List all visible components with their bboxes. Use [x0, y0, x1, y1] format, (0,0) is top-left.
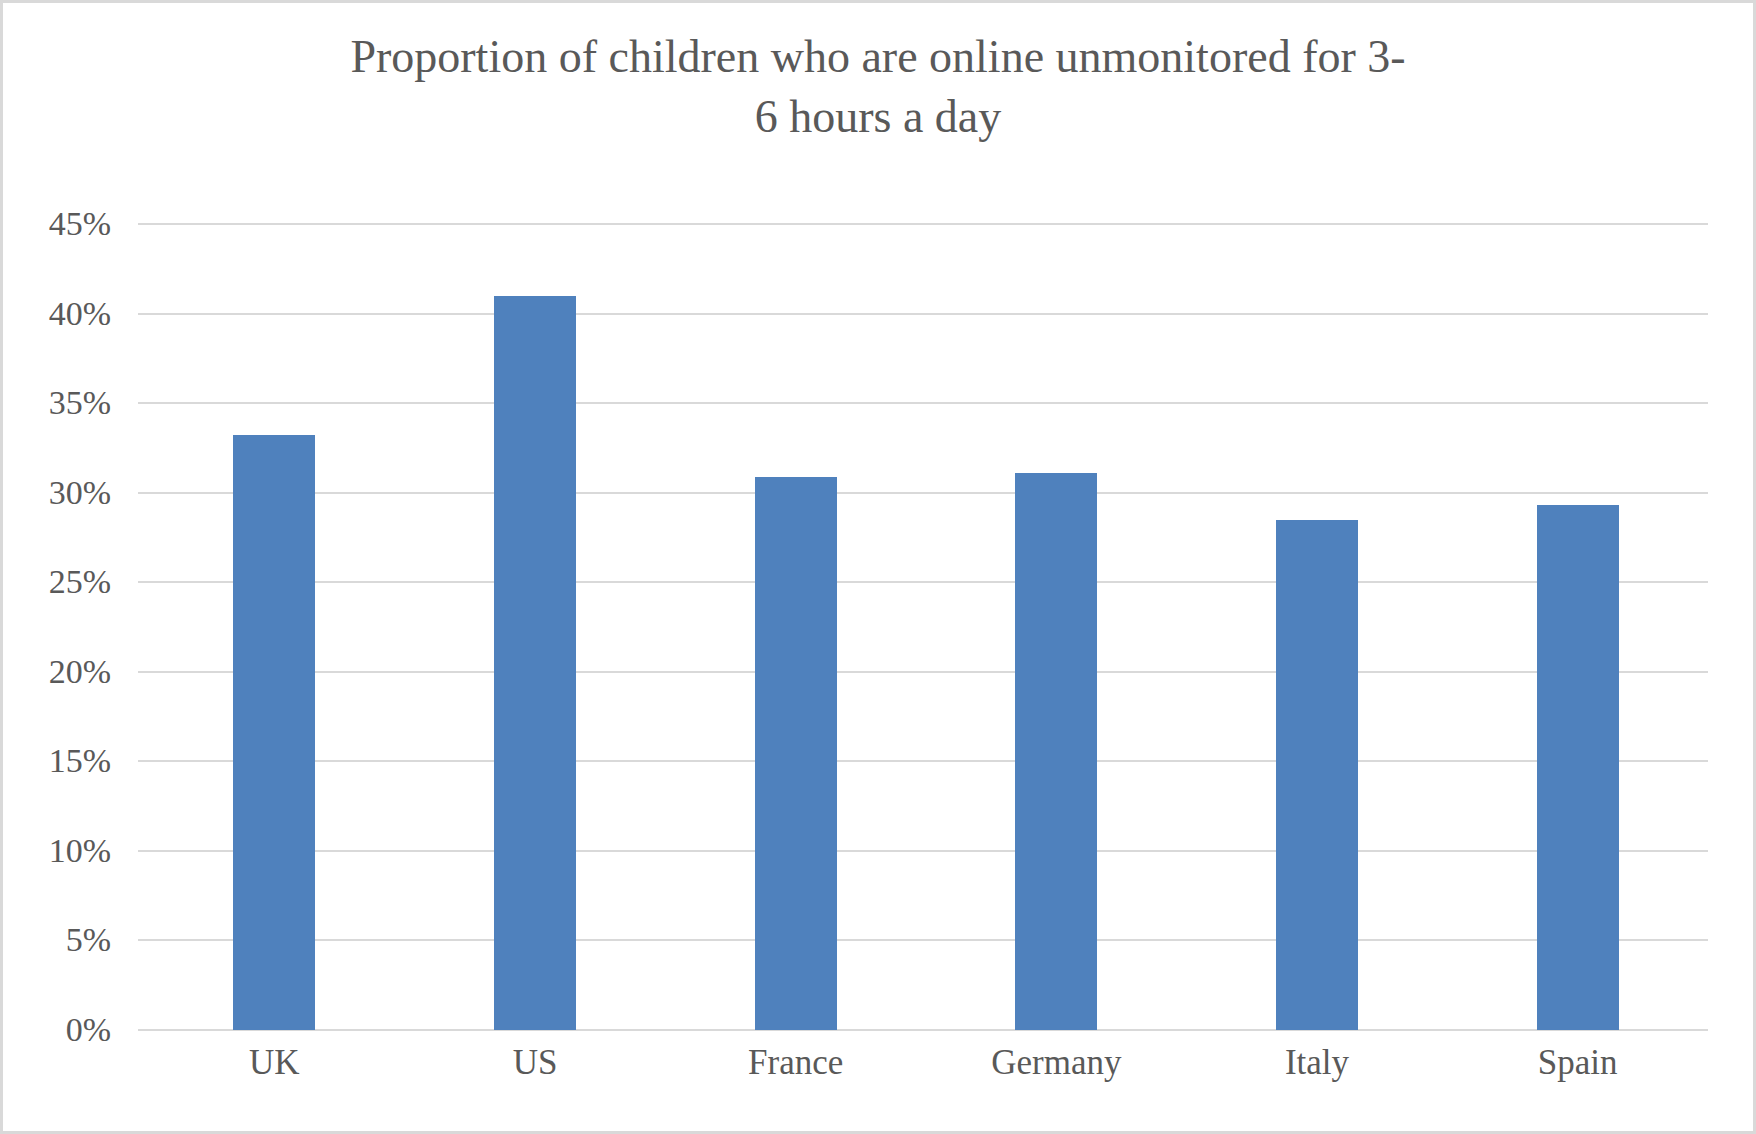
x-category-label-spain: Spain	[1447, 1043, 1708, 1083]
bar-us	[494, 296, 576, 1030]
chart-canvas: Proportion of children who are online un…	[0, 0, 1756, 1134]
x-category-label-italy: Italy	[1187, 1043, 1448, 1083]
bar-italy	[1276, 520, 1358, 1030]
x-category-label-uk: UK	[144, 1043, 405, 1083]
y-tick-label-5: 5%	[3, 919, 111, 961]
y-tick-label-20: 20%	[3, 651, 111, 693]
x-axis-category-labels: UKUSFranceGermanyItalySpain	[144, 1043, 1708, 1083]
bar-slot-france	[665, 224, 926, 1030]
plot-area	[144, 224, 1708, 1030]
y-tick-label-30: 30%	[3, 472, 111, 514]
bar-uk	[233, 435, 315, 1030]
y-tick-label-45: 45%	[3, 203, 111, 245]
bar-slot-italy	[1187, 224, 1448, 1030]
bar-germany	[1015, 473, 1097, 1030]
y-tick-label-15: 15%	[3, 740, 111, 782]
y-tick-label-0: 0%	[3, 1009, 111, 1051]
chart-title-line-1: Proportion of children who are online un…	[3, 27, 1753, 87]
y-tick-label-10: 10%	[3, 830, 111, 872]
bar-slot-spain	[1447, 224, 1708, 1030]
bar-slot-us	[405, 224, 666, 1030]
bar-slot-uk	[144, 224, 405, 1030]
bar-slot-germany	[926, 224, 1187, 1030]
x-category-label-france: France	[665, 1043, 926, 1083]
bar-series	[144, 224, 1708, 1030]
bar-france	[755, 477, 837, 1030]
chart-title-line-2: 6 hours a day	[3, 87, 1753, 147]
x-category-label-germany: Germany	[926, 1043, 1187, 1083]
bar-spain	[1537, 505, 1619, 1030]
y-tick-label-25: 25%	[3, 561, 111, 603]
y-tick-label-35: 35%	[3, 382, 111, 424]
y-tick-label-40: 40%	[3, 293, 111, 335]
chart-title: Proportion of children who are online un…	[3, 27, 1753, 147]
x-category-label-us: US	[405, 1043, 666, 1083]
